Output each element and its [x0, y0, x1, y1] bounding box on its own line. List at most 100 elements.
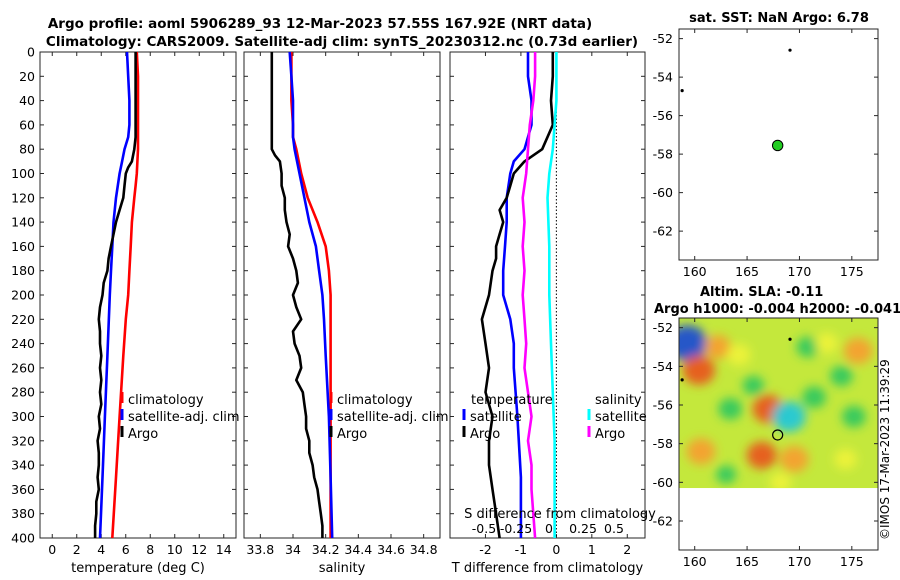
depth-tick-label: 120 [11, 190, 35, 205]
longitude-tick-label: 160 [683, 554, 707, 569]
depth-tick-label: 400 [11, 531, 35, 546]
map-frame [678, 28, 879, 261]
legend-label: satellite-adj. clim [337, 410, 449, 425]
x-tick-label: 0 [48, 542, 56, 557]
longitude-tick-label: 170 [788, 554, 812, 569]
sla-anomaly-blob [686, 438, 716, 465]
depth-tick-label: 320 [11, 433, 35, 448]
x-tick-label: 14 [216, 542, 232, 557]
salinity-difference-tick-label: -0.5 [472, 521, 496, 536]
x-axis-label: salinity [319, 561, 366, 576]
x-tick-label: 6 [122, 542, 130, 557]
sla-anomaly-blob [704, 335, 731, 359]
latitude-tick-label: -56 [653, 108, 673, 123]
depth-tick-label: 20 [19, 69, 35, 84]
sla-map-title-line1: Altim. SLA: -0.11 [700, 285, 823, 300]
sla-anomaly-blob [802, 386, 827, 409]
sla-anomaly-blob [796, 336, 820, 358]
depth-tick-label: 140 [11, 215, 35, 230]
argo-position-marker [772, 429, 784, 441]
sla-anomaly-blob [815, 332, 839, 354]
series-line-argo [270, 52, 324, 538]
series-line-satellite-adj-clim [98, 51, 131, 539]
legend-label: satellite-adj. clim [128, 410, 240, 425]
x-tick-label: 34.2 [312, 542, 340, 557]
depth-tick-label: 180 [11, 263, 35, 278]
x-axis-label: temperature (deg C) [71, 561, 205, 576]
x-tick-label: -1 [515, 542, 527, 557]
map-frame [678, 317, 879, 551]
sla-anomaly-blob [718, 398, 743, 420]
x-tick-label: 4 [97, 542, 105, 557]
x-tick-label: 33.8 [246, 542, 274, 557]
x-tick-label: 10 [167, 542, 183, 557]
latitude-tick-label: -60 [653, 475, 673, 490]
depth-tick-label: 380 [11, 506, 35, 521]
legend-label: satellite [470, 410, 522, 425]
series-line-argo [93, 52, 137, 538]
figure-title-line1: Argo profile: aoml 5906289_93 12-Mar-202… [48, 16, 592, 32]
x-tick-label: 12 [191, 542, 207, 557]
legend-label: climatology [128, 393, 204, 408]
longitude-tick-label: 165 [735, 264, 759, 279]
sst-map-title: sat. SST: NaN Argo: 6.78 [689, 11, 869, 26]
depth-tick-label: 40 [19, 93, 35, 108]
sla-heatmap [679, 318, 878, 489]
sla-anomaly-blob [843, 337, 873, 364]
sla-map-panel: 160 165 170 175 -52 -54 -56 -58 -60 -62 Altim. SLA… [653, 285, 900, 569]
depth-tick-label: 340 [11, 458, 35, 473]
depth-tick-label: 160 [11, 239, 35, 254]
plot-frame [449, 51, 646, 539]
land-dot [680, 89, 684, 93]
sst-map-panel: 160 165 170 175 -52 -54 -56 -58 -60 -62 sat. SST: … [653, 11, 879, 279]
salinity-difference-tick-label: 0.25 [569, 521, 597, 536]
longitude-tick-label: 170 [788, 264, 812, 279]
depth-tick-label: 240 [11, 336, 35, 351]
salinity-difference-axis-label: S difference from climatology [464, 507, 656, 522]
land-dot [788, 337, 792, 341]
longitude-tick-label: 160 [683, 264, 707, 279]
latitude-tick-label: -52 [653, 31, 673, 46]
salinity-difference-tick-label: -0.25 [500, 521, 532, 536]
legend-label: Argo [337, 427, 367, 442]
depth-tick-label: 0 [27, 45, 35, 60]
latitude-tick-label: -56 [653, 398, 673, 413]
difference-profile-panel: -2 -1 0 1 2 T difference from climatology temp… [449, 51, 656, 576]
temperature-profile-panel: 0 2 4 6 8 10 12 14 temperature (deg C) 0 20 40 60 80 1… [11, 45, 239, 577]
depth-tick-label: 360 [11, 482, 35, 497]
x-tick-label: 2 [623, 542, 631, 557]
legend-label: Argo [595, 427, 625, 442]
x-tick-label: 0 [552, 542, 560, 557]
latitude-tick-label: -54 [653, 70, 673, 85]
series-line-climatology [111, 51, 140, 539]
x-tick-label: 1 [588, 542, 596, 557]
depth-tick-label: 60 [19, 117, 35, 132]
sla-anomaly-blob [841, 405, 866, 428]
sla-anomaly-blob [742, 375, 765, 396]
salinity-difference-tick-label: 0 [545, 521, 553, 536]
sla-map-title-line2: Argo h1000: -0.004 h2000: -0.041 [654, 302, 900, 317]
longitude-tick-label: 175 [840, 554, 864, 569]
x-tick-label: 2 [73, 542, 81, 557]
depth-tick-label: 100 [11, 166, 35, 181]
legend-label: Argo [470, 427, 500, 442]
longitude-tick-label: 175 [840, 264, 864, 279]
legend-label: satellite [595, 410, 647, 425]
series-line-s-satellite [546, 52, 558, 538]
copyright-timestamp: ©IMOS 17-Mar-2023 11:39:29 [878, 359, 892, 540]
series-line-t-argo [480, 52, 555, 539]
depth-tick-label: 220 [11, 312, 35, 327]
legend-header-temperature: temperature [471, 393, 553, 408]
land-dot [788, 48, 792, 52]
sla-anomaly-blob [830, 365, 853, 387]
sla-anomaly-blob [679, 325, 708, 362]
x-tick-label: 34.8 [410, 542, 438, 557]
x-tick-label: 34.4 [344, 542, 372, 557]
figure-title-line2: Climatology: CARS2009. Satellite-adj cli… [46, 34, 638, 50]
sla-anomaly-blob [779, 446, 809, 473]
salinity-difference-tick-label: 0.5 [604, 521, 624, 536]
sla-anomaly-blob [726, 343, 751, 366]
latitude-tick-label: -62 [653, 514, 673, 529]
depth-tick-label: 280 [11, 385, 35, 400]
